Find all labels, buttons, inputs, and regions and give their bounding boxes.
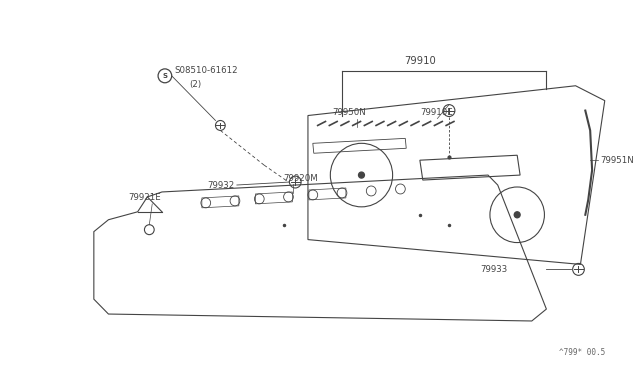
Text: S: S <box>163 73 168 79</box>
Text: (2): (2) <box>189 80 202 89</box>
Text: 79933: 79933 <box>480 265 508 274</box>
Text: 79950N: 79950N <box>332 108 366 117</box>
Text: 79910: 79910 <box>404 56 436 66</box>
Text: 79921E: 79921E <box>128 193 161 202</box>
Text: 79951N: 79951N <box>600 156 634 165</box>
Text: ^799* 00.5: ^799* 00.5 <box>559 348 605 357</box>
Text: 79932: 79932 <box>208 180 235 189</box>
Text: 79910E: 79910E <box>420 108 452 117</box>
Text: 79920M: 79920M <box>284 174 318 183</box>
Circle shape <box>515 212 520 218</box>
Text: S08510-61612: S08510-61612 <box>175 66 238 76</box>
Circle shape <box>358 172 364 178</box>
